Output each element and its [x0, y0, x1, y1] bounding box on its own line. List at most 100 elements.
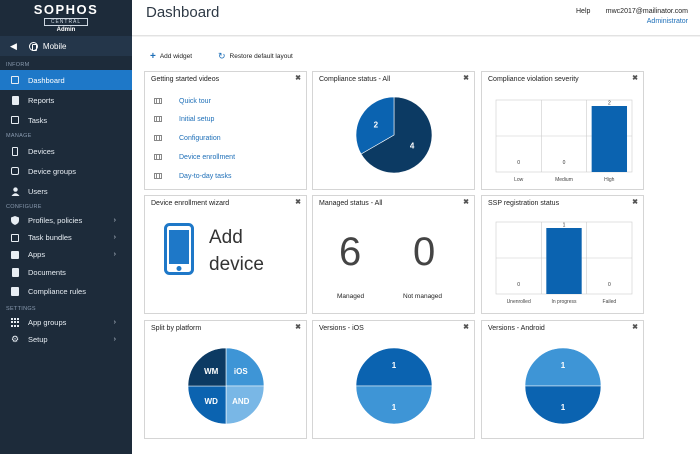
- widget-title: Managed status - All: [319, 200, 383, 207]
- sidebar-item-label: Apps: [28, 250, 46, 259]
- bar-category-label: Low: [514, 177, 524, 183]
- not-managed-count[interactable]: 0: [413, 230, 436, 274]
- pie-slice[interactable]: [355, 385, 433, 425]
- video-link[interactable]: Configuration: [179, 134, 221, 142]
- widget-title: SSP registration status: [488, 200, 560, 207]
- close-icon[interactable]: ✖: [632, 324, 638, 331]
- close-icon[interactable]: ✖: [463, 324, 469, 331]
- close-icon[interactable]: ✖: [463, 199, 469, 206]
- add-widget-button[interactable]: + Add widget: [150, 52, 192, 62]
- pie-slice-label: 1: [392, 403, 397, 412]
- user-icon: [10, 186, 20, 196]
- pie-slice[interactable]: [355, 96, 395, 155]
- sidebar-item-documents[interactable]: Documents: [0, 263, 132, 282]
- bar[interactable]: [546, 228, 582, 294]
- add-device-text[interactable]: Add device: [209, 224, 264, 278]
- top-header: Dashboard Help mwc2017@mailinator.com Ad…: [132, 0, 700, 36]
- video-item-initial-setup[interactable]: Initial setup: [154, 114, 214, 124]
- video-link[interactable]: Device enrollment: [179, 153, 236, 161]
- sidebar-item-users[interactable]: Users: [0, 181, 132, 201]
- user-email[interactable]: mwc2017@mailinator.com: [605, 8, 688, 15]
- close-icon[interactable]: ✖: [295, 75, 301, 82]
- pie-slice[interactable]: [524, 347, 602, 387]
- shield-icon: [10, 216, 20, 226]
- widget-title: Getting started videos: [151, 76, 220, 83]
- pie-slice[interactable]: [187, 385, 227, 425]
- pie-slice[interactable]: [187, 347, 227, 387]
- close-icon[interactable]: ✖: [632, 75, 638, 82]
- sidebar-item-label: Reports: [28, 95, 55, 105]
- video-item-quick-tour[interactable]: Quick tour: [154, 96, 211, 106]
- platform-pie[interactable]: iOS AND WD WM: [186, 346, 266, 426]
- pie-slice[interactable]: [225, 347, 265, 387]
- compliance-status-pie[interactable]: 42: [354, 95, 434, 175]
- video-link[interactable]: Initial setup: [179, 115, 215, 123]
- section-configure: CONFIGURE: [6, 204, 42, 210]
- chevron-left-icon[interactable]: ◀: [10, 40, 17, 51]
- section-inform: INFORM: [6, 62, 30, 68]
- sidebar-item-tasks[interactable]: Tasks: [0, 110, 132, 130]
- rules-icon: [10, 287, 20, 297]
- device-groups-icon: [10, 166, 20, 176]
- close-icon[interactable]: ✖: [295, 199, 301, 206]
- widget-title: Compliance violation severity: [488, 76, 579, 83]
- add-device-line1: Add: [209, 227, 243, 248]
- sidebar-item-label: Task bundles: [28, 233, 72, 242]
- sidebar-item-profiles-policies[interactable]: Profiles, policies ›: [0, 212, 132, 229]
- tasks-icon: [10, 115, 20, 125]
- dashboard-icon: [10, 75, 20, 85]
- bar-category-label: Unenrolled: [507, 299, 531, 305]
- video-item-day-to-day-tasks[interactable]: Day-to-day tasks: [154, 171, 232, 181]
- versions-android-pie[interactable]: 11: [523, 346, 603, 426]
- pie-slice-label: AND: [232, 397, 250, 406]
- pie-slice[interactable]: [355, 347, 433, 387]
- widget-ssp-registration-status: SSP registration status ✖ 0 Unenrolled 1 In…: [481, 195, 644, 314]
- app-groups-icon: [10, 318, 20, 328]
- bar-value-label: 0: [608, 282, 611, 288]
- close-icon[interactable]: ✖: [632, 199, 638, 206]
- bar[interactable]: [591, 106, 628, 172]
- smartphone-icon[interactable]: [164, 223, 194, 275]
- sophos-logo[interactable]: SOPHOS CENTRAL Admin: [0, 0, 132, 36]
- bar-value-label: 0: [517, 282, 520, 288]
- violation-severity-bar-chart[interactable]: 0 Low 0 Medium 2 High: [494, 98, 634, 188]
- pie-slice[interactable]: [360, 96, 433, 174]
- video-link[interactable]: Day-to-day tasks: [179, 172, 232, 180]
- video-item-configuration[interactable]: Configuration: [154, 133, 221, 143]
- restore-icon: ↻: [218, 51, 226, 61]
- sidebar-item-app-groups[interactable]: App groups ›: [0, 314, 132, 331]
- sidebar-item-label: App groups: [28, 318, 67, 327]
- pie-slice[interactable]: [524, 385, 602, 425]
- sidebar-item-compliance-rules[interactable]: Compliance rules: [0, 282, 132, 301]
- sidebar-item-dashboard[interactable]: Dashboard: [0, 70, 132, 90]
- bar-value-label: 2: [608, 101, 611, 107]
- video-link[interactable]: Quick tour: [179, 97, 211, 105]
- bar-category-label: Medium: [555, 177, 573, 183]
- close-icon[interactable]: ✖: [463, 75, 469, 82]
- sidebar-item-devices[interactable]: Devices: [0, 141, 132, 161]
- chevron-right-icon: ›: [113, 336, 116, 343]
- widget-managed-status: Managed status - All ✖ 6 0 Managed Not m…: [312, 195, 475, 314]
- sidebar-item-apps[interactable]: Apps ›: [0, 246, 132, 263]
- widget-split-by-platform: Split by platform ✖ iOS AND WD WM: [144, 320, 307, 439]
- versions-ios-pie[interactable]: 11: [354, 346, 434, 426]
- film-icon: [154, 173, 162, 179]
- sidebar-item-setup[interactable]: ⚙ Setup ›: [0, 331, 132, 348]
- widget-violation-severity: Compliance violation severity ✖ 0 Low 0 Med…: [481, 71, 644, 190]
- sidebar-item-device-groups[interactable]: Device groups: [0, 161, 132, 181]
- close-icon[interactable]: ✖: [295, 324, 301, 331]
- module-switcher[interactable]: ◀ Mobile: [0, 36, 132, 56]
- section-settings: SETTINGS: [6, 306, 36, 312]
- pie-slice-label: 2: [374, 121, 379, 130]
- video-item-device-enrollment[interactable]: Device enrollment: [154, 152, 235, 162]
- ssp-registration-bar-chart[interactable]: 0 Unenrolled 1 In progress 0 Failed: [494, 220, 634, 310]
- help-link[interactable]: Help: [576, 8, 591, 15]
- section-manage: MANAGE: [6, 133, 32, 139]
- sidebar-item-reports[interactable]: Reports: [0, 90, 132, 110]
- pie-slice[interactable]: [225, 385, 265, 425]
- managed-count[interactable]: 6: [339, 230, 362, 274]
- restore-layout-button[interactable]: ↻ Restore default layout: [218, 51, 293, 61]
- reports-icon: [10, 95, 20, 105]
- sidebar-item-task-bundles[interactable]: Task bundles ›: [0, 229, 132, 246]
